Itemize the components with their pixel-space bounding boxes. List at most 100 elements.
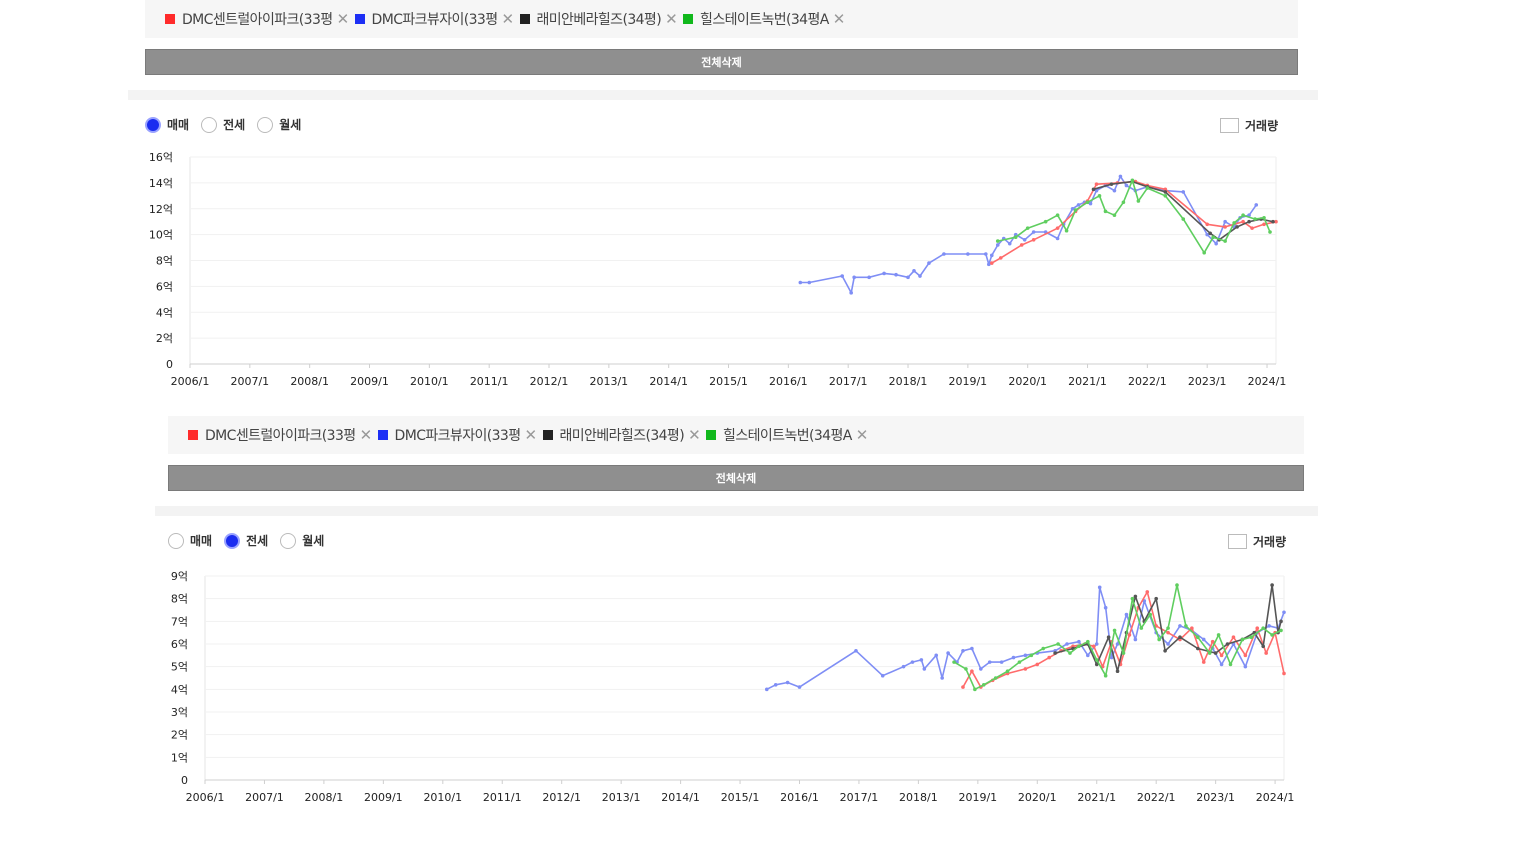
y-tick-label: 14억 (149, 177, 173, 190)
close-icon[interactable]: ✕ (501, 10, 515, 28)
data-point (1181, 190, 1186, 194)
data-point (1097, 585, 1102, 590)
x-tick-label: 2011/1 (483, 791, 522, 804)
data-point (1178, 635, 1182, 639)
data-point (1109, 182, 1114, 186)
y-tick-label: 6억 (171, 638, 188, 651)
radio-dot-icon (145, 116, 161, 133)
data-point (1017, 660, 1022, 664)
x-tick-label: 2015/1 (709, 375, 748, 388)
radio-jeonse[interactable]: 전세 (224, 532, 268, 549)
data-point (906, 275, 910, 280)
data-point (927, 261, 931, 265)
radio-monthly[interactable]: 월세 (280, 532, 324, 549)
close-icon[interactable]: ✕ (359, 426, 373, 444)
data-point (1166, 626, 1170, 630)
chip-label: DMC파크뷰자이(33평 (394, 428, 522, 444)
volume-label: 거래량 (1245, 119, 1279, 133)
radio-sale[interactable]: 매매 (168, 532, 212, 549)
data-point (1195, 646, 1200, 651)
delete-all-button[interactable]: 전체삭제 (145, 49, 1298, 75)
data-point (1127, 633, 1132, 637)
volume-checkbox[interactable]: 거래량 (1228, 533, 1286, 550)
volume-checkbox[interactable]: 거래량 (1220, 117, 1278, 134)
data-point (1163, 649, 1167, 653)
chip-item: 래미안베라힐즈(34평) ✕ (519, 9, 678, 29)
close-icon[interactable]: ✕ (688, 426, 701, 444)
data-point (1055, 236, 1060, 241)
data-point (882, 271, 886, 276)
close-icon[interactable]: ✕ (524, 426, 538, 444)
x-tick-label: 2018/1 (889, 375, 928, 388)
data-point (854, 649, 858, 653)
data-point (1282, 671, 1286, 676)
data-point (1270, 583, 1274, 587)
data-point (1068, 651, 1072, 655)
chip-item: DMC파크뷰자이(33평 ✕ (377, 425, 538, 445)
data-point (1214, 241, 1218, 246)
deal-type-radio-group: 매매 전세 월세 (145, 116, 313, 133)
data-point (1225, 642, 1230, 646)
data-point (1115, 642, 1120, 646)
delete-all-button[interactable]: 전체삭제 (168, 465, 1304, 491)
data-point (1041, 646, 1046, 651)
data-point (1205, 222, 1209, 227)
data-point (1094, 658, 1099, 662)
data-point (1175, 583, 1179, 587)
chip-item: 힐스테이트녹번(34평A ✕ (706, 425, 868, 445)
x-tick-label: 2016/1 (769, 375, 808, 388)
data-point (1109, 655, 1114, 660)
close-icon[interactable]: ✕ (665, 10, 678, 28)
sale-price-chart: 0 2억 4억 6억 8억 10억 12억 14억 16억 2006/1 2007/1 2008/1 2… (149, 151, 1287, 388)
data-point (1201, 660, 1206, 664)
x-tick-label: 2014/1 (661, 791, 700, 804)
x-tick-label: 2012/1 (542, 791, 581, 804)
data-point (1115, 669, 1120, 673)
x-tick-label: 2006/1 (186, 791, 225, 804)
radio-monthly[interactable]: 월세 (257, 116, 301, 133)
data-point (880, 673, 885, 678)
data-point (989, 253, 994, 258)
data-point (1282, 610, 1286, 615)
data-point (1157, 637, 1161, 642)
data-point (1216, 633, 1221, 637)
data-point (1121, 200, 1126, 205)
data-point (1005, 669, 1010, 673)
chip-label: 래미안베라힐즈(34평) (536, 12, 662, 28)
data-point (1139, 626, 1144, 630)
data-point (1055, 213, 1060, 218)
data-point (987, 660, 992, 664)
data-point (1011, 655, 1016, 660)
y-tick-label: 6억 (156, 280, 173, 293)
close-icon[interactable]: ✕ (336, 10, 350, 28)
x-tick-label: 2012/1 (530, 375, 569, 388)
x-tick-label: 2010/1 (423, 791, 462, 804)
data-point (1213, 651, 1218, 655)
section-divider (128, 90, 1318, 100)
data-point (1163, 190, 1168, 194)
selected-complex-chips: DMC센트럴아이파크(33평 ✕ DMC파크뷰자이(33평 ✕ 래미안베라힐즈(34… (145, 0, 1298, 38)
y-tick-label: 2억 (156, 332, 173, 345)
x-tick-label: 2016/1 (780, 791, 819, 804)
data-point (1223, 219, 1227, 224)
radio-jeonse[interactable]: 전세 (201, 116, 245, 133)
data-point (998, 256, 1003, 260)
data-point (1007, 241, 1012, 246)
x-tick-label: 2020/1 (1008, 375, 1047, 388)
data-point (1210, 639, 1215, 644)
x-tick-label: 2007/1 (230, 375, 269, 388)
close-icon[interactable]: ✕ (855, 426, 869, 444)
data-point (1247, 219, 1251, 224)
data-point (1223, 239, 1227, 243)
radio-label: 전세 (246, 534, 269, 548)
data-point (1112, 628, 1117, 633)
close-icon[interactable]: ✕ (832, 10, 846, 28)
data-point (1086, 639, 1090, 644)
data-point (1124, 612, 1129, 617)
data-point (1029, 653, 1034, 658)
radio-sale[interactable]: 매매 (145, 116, 189, 133)
data-point (918, 274, 922, 278)
data-point (1163, 187, 1168, 192)
series-line (766, 586, 1285, 691)
data-point (1219, 662, 1224, 667)
